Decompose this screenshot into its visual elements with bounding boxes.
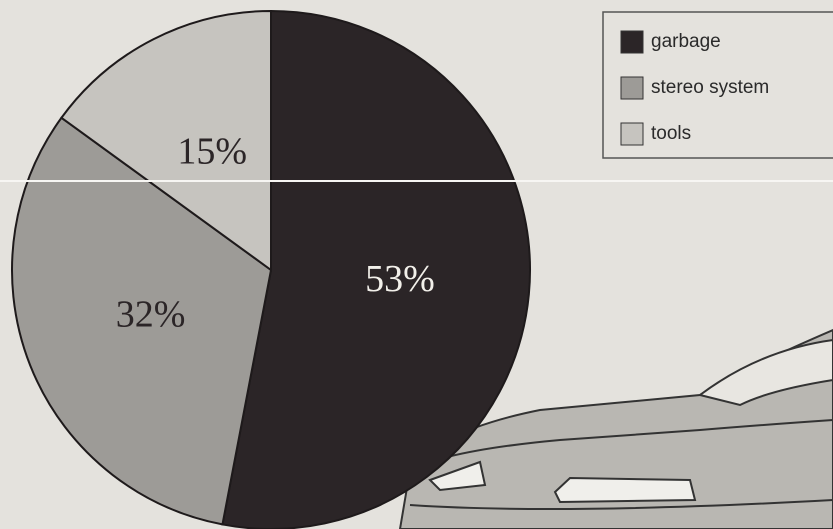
legend-label: tools [651, 123, 691, 144]
slice-label: 53% [365, 258, 435, 300]
pie-slice [221, 9, 531, 529]
pie-slice [11, 116, 273, 526]
slice-label: 32% [116, 293, 186, 335]
legend: garbage stereo system tools [602, 11, 833, 159]
legend-label: garbage [651, 31, 721, 52]
legend-swatch [620, 30, 644, 54]
car-illustration [398, 328, 833, 529]
legend-swatch [620, 76, 644, 100]
pie: 53% 32% 15% [11, 9, 531, 529]
legend-label: stereo system [651, 77, 769, 98]
pie-slice [60, 9, 272, 272]
legend-swatch [620, 122, 644, 146]
slice-label: 15% [177, 130, 247, 172]
